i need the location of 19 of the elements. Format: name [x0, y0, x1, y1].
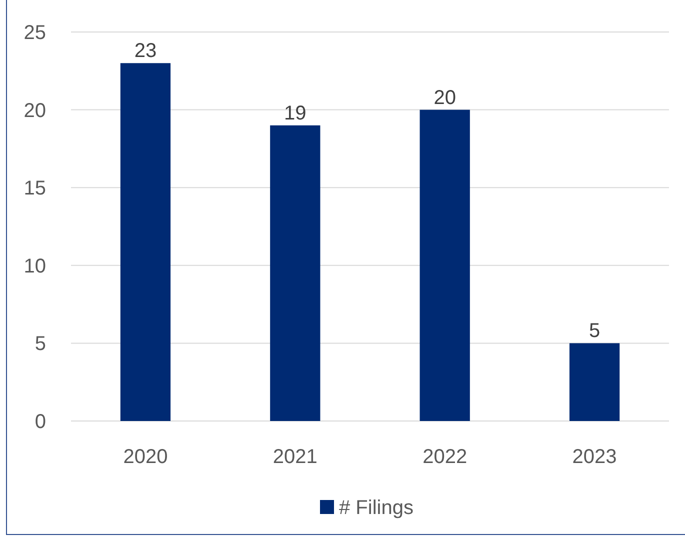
x-tick-label: 2023 [572, 446, 617, 468]
y-tick-label: 25 [24, 22, 46, 44]
y-tick-label: 15 [24, 178, 46, 200]
data-label: 5 [588, 320, 600, 342]
data-label: 19 [284, 102, 306, 124]
bar [420, 110, 470, 421]
y-tick-label: 5 [34, 333, 46, 356]
data-label: 20 [434, 86, 456, 109]
y-tick-label: 0 [34, 411, 46, 433]
bar [569, 343, 620, 421]
bar [270, 125, 320, 421]
x-tick-label: 2020 [123, 446, 168, 468]
bar [120, 63, 171, 421]
y-tick-label: 10 [24, 255, 46, 278]
x-tick-label: 2022 [422, 446, 468, 468]
data-label: 23 [134, 40, 157, 62]
y-tick-label: 20 [24, 100, 46, 122]
legend-label: # Filings [339, 497, 414, 519]
x-tick-label: 2021 [272, 446, 318, 468]
